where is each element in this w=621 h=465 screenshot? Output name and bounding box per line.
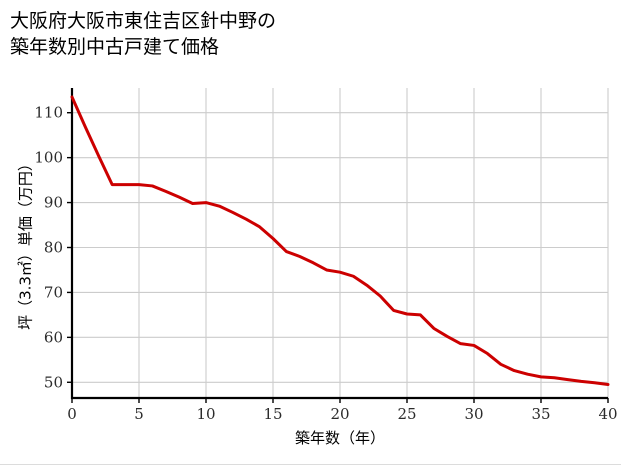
x-tick-label: 5	[134, 405, 144, 423]
x-tick-label: 35	[531, 405, 550, 423]
x-tick-label: 15	[263, 405, 282, 423]
axis-spines	[70, 88, 608, 400]
y-axis-ticks: 50 60 70 80 90 100 110	[34, 104, 72, 391]
x-tick-label: 10	[196, 405, 215, 423]
price-series-line	[70, 95, 610, 387]
x-axis-title: 築年数（年）	[295, 429, 385, 447]
x-tick-label: 0	[67, 405, 77, 423]
y-tick-label: 50	[44, 373, 63, 391]
y-axis-title-text: 坪（3.3㎡）単価（万円）	[17, 156, 35, 330]
x-axis-ticks: 0 5 10 15 20 25 30 35 40	[67, 398, 618, 423]
x-tick-label: 25	[397, 405, 416, 423]
y-tick-label: 110	[34, 104, 63, 122]
y-tick-label: 100	[34, 149, 63, 167]
y-axis-title: 坪（3.3㎡）単価（万円）	[17, 156, 35, 330]
x-tick-label: 20	[330, 405, 349, 423]
y-tick-label: 70	[44, 283, 63, 301]
y-tick-label: 80	[44, 238, 63, 256]
gridlines	[72, 88, 609, 398]
y-tick-label: 60	[44, 328, 63, 346]
chart-title: 大阪府大阪市東住吉区針中野の 築年数別中古戸建て価格	[10, 10, 277, 58]
x-tick-label: 30	[464, 405, 483, 423]
y-tick-label: 90	[44, 194, 63, 212]
x-tick-label: 40	[598, 405, 617, 423]
